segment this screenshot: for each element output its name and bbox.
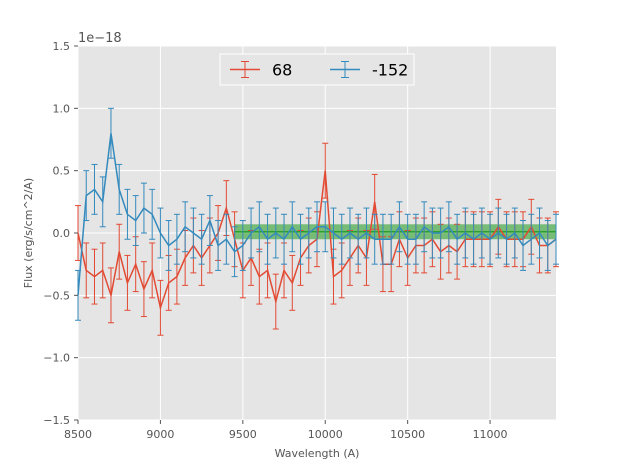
y-axis-label: Flux (erg/s/cm^2/A) [22, 178, 35, 288]
x-tick-label: 9500 [229, 428, 257, 441]
y-tick-label: 1.5 [53, 40, 71, 53]
legend-label: 68 [272, 61, 292, 80]
series-line [77, 133, 557, 296]
legend-entry: 68 [230, 61, 292, 80]
x-tick-label: 10500 [390, 428, 425, 441]
y-tick-label: 0.0 [53, 227, 71, 240]
legend-label: -152 [372, 61, 408, 80]
x-tick-label: 10000 [308, 428, 343, 441]
legend: 68 -152 [219, 53, 415, 86]
legend-entry: -152 [330, 61, 408, 80]
y-tick-label: −0.5 [43, 289, 70, 302]
y-tick-label: 1.0 [53, 102, 71, 115]
series-layer [75, 107, 559, 336]
series-minus-152 [75, 107, 559, 321]
y-tick-label: 0.5 [53, 165, 71, 178]
x-tick-label: 8500 [64, 428, 92, 441]
x-axis-label: Wavelength (A) [275, 447, 360, 460]
grid [77, 45, 556, 421]
x-tick-label: 11000 [473, 428, 508, 441]
x-tick-label: 9000 [146, 428, 174, 441]
y-axis-ticks: −1.5 −1.0 −0.5 0.0 0.5 1.0 1.5 [43, 40, 78, 427]
x-axis-ticks: 8500 9000 9500 10000 10500 11000 [64, 420, 508, 441]
y-tick-label: −1.5 [43, 414, 70, 427]
y-tick-label: −1.0 [43, 352, 70, 365]
y-axis-offset-label: 1e−18 [78, 31, 122, 46]
